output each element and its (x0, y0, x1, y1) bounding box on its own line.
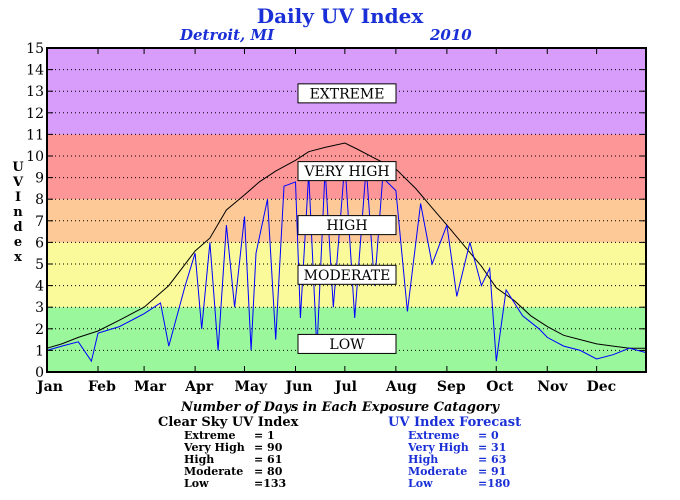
forecast-row-value: = 0 (478, 429, 499, 442)
forecast-row-label: Low (408, 477, 433, 490)
clear-sky-row: Very High = 90 (184, 442, 298, 454)
y-tick-label: 0 (35, 365, 44, 381)
band-label-box (297, 333, 397, 354)
band-label-box (297, 83, 397, 104)
forecast-row-label: Extreme (408, 429, 460, 442)
clear-sky-row: Low =133 (184, 478, 298, 490)
y-tick-label: 13 (26, 84, 44, 100)
x-axis-label: Number of Days in Each Exposure Catagory (180, 400, 500, 415)
chart-title: Daily UV Index (256, 4, 424, 28)
forecast-summary: UV Index Forecast Extreme = 0 Very High = … (388, 415, 521, 490)
clear-sky-row-label: Extreme (184, 429, 236, 442)
band-label: VERY HIGH (303, 164, 389, 180)
forecast-row-value: = 63 (478, 453, 507, 466)
clear-sky-row-label: Very High (184, 441, 245, 454)
x-tick-label: Dec (587, 379, 617, 395)
forecast-row: Low =180 (408, 478, 521, 490)
x-tick-label: Jun (283, 379, 312, 395)
x-tick-label: Feb (88, 379, 116, 395)
y-tick-label: 6 (35, 235, 44, 251)
clear-sky-row-value: = 61 (254, 453, 283, 466)
band-label-box (297, 264, 397, 285)
forecast-row-value: = 91 (478, 465, 507, 478)
band-label: EXTREME (310, 86, 385, 102)
y-tick-label: 2 (35, 322, 44, 338)
y-tick-label: 15 (26, 41, 44, 57)
chart-year: 2010 (430, 26, 472, 44)
forecast-series-line (46, 162, 647, 363)
x-tick-label: Aug (385, 379, 417, 395)
clear-sky-row: Moderate = 80 (184, 466, 298, 478)
band-label: MODERATE (304, 268, 391, 284)
band-label-box (297, 161, 397, 182)
clear-sky-heading: Clear Sky UV Index (158, 415, 299, 430)
clear-sky-row: Extreme = 1 (184, 430, 298, 442)
y-tick-label: 10 (26, 149, 44, 165)
clear_sky-series-line (46, 142, 646, 349)
forecast-row: Moderate = 91 (408, 466, 521, 478)
chart-city: Detroit, MI (180, 26, 275, 44)
forecast-row-value: = 31 (478, 441, 507, 454)
x-tick-label: Mar (134, 379, 167, 395)
clear-sky-row-label: Moderate (184, 465, 244, 478)
clear-sky-row-value: = 80 (254, 465, 283, 478)
y-tick-label: 14 (26, 63, 44, 79)
clear-sky-row-label: Low (184, 477, 209, 490)
x-tick-label: Nov (537, 379, 568, 395)
x-tick-label: Sep (437, 379, 466, 395)
y-axis-label: UV Index (12, 160, 24, 265)
clear-sky-row-label: High (184, 453, 215, 466)
y-tick-label: 4 (35, 279, 44, 295)
y-tick-label: 1 (35, 343, 44, 359)
forecast-row: High = 63 (408, 454, 521, 466)
plot-frame (46, 47, 647, 373)
forecast-row-label: Very High (408, 441, 469, 454)
clear-sky-row-value: = 90 (254, 441, 283, 454)
band-label: LOW (329, 337, 365, 353)
y-tick-label: 5 (35, 257, 44, 273)
y-tick-label: 8 (35, 192, 44, 208)
x-tick-label: May (234, 379, 268, 395)
forecast-heading: UV Index Forecast (388, 415, 522, 430)
y-tick-label: 3 (35, 300, 44, 316)
forecast-row: Very High = 31 (408, 442, 521, 454)
clear-sky-row: High = 61 (184, 454, 298, 466)
forecast-row-label: High (408, 453, 439, 466)
x-tick-label: Apr (184, 379, 214, 395)
forecast-row-label: Moderate (408, 465, 468, 478)
clear-sky-row-value: = 1 (254, 429, 275, 442)
y-tick-label: 9 (35, 171, 44, 187)
y-tick-label: 7 (35, 214, 44, 230)
forecast-row-value: =180 (478, 477, 511, 490)
band-label-box (297, 215, 397, 236)
band-label: HIGH (326, 218, 367, 234)
clear-sky-summary: Clear Sky UV Index Extreme = 1 Very High =… (158, 415, 298, 490)
x-tick-label: Oct (486, 379, 514, 395)
y-tick-label: 12 (26, 106, 44, 122)
forecast-row: Extreme = 0 (408, 430, 521, 442)
x-tick-label: Jan (35, 379, 63, 395)
y-tick-label: 11 (26, 127, 44, 143)
x-tick-label: Jul (333, 379, 357, 395)
clear-sky-row-value: =133 (254, 477, 287, 490)
